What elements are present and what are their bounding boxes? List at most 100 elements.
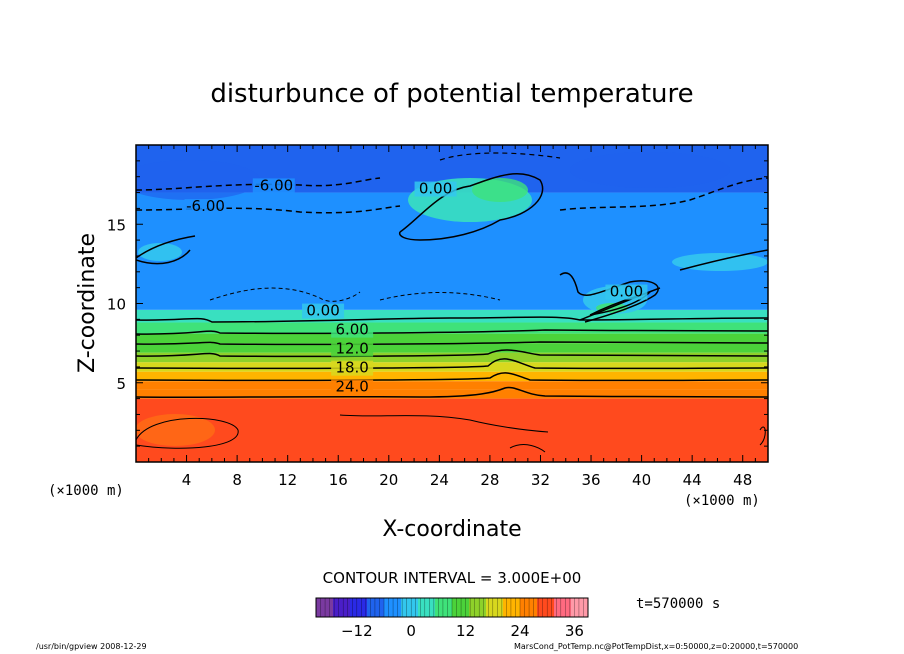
heatmap-band — [136, 343, 768, 353]
x-tick-label: 48 — [733, 471, 752, 489]
contour-label: 18.0 — [335, 359, 368, 377]
colorbar-segment — [452, 598, 470, 617]
contour-label-bg — [331, 379, 374, 395]
contour-line — [136, 417, 239, 449]
contour-interval-text: CONTOUR INTERVAL = 3.000E+00 — [323, 569, 582, 587]
y-tick-label: 10 — [107, 296, 126, 314]
contour-label-bg — [302, 303, 345, 319]
contour-line — [136, 358, 768, 370]
x-tick-label: 16 — [329, 471, 348, 489]
contour-label-bg — [331, 322, 374, 338]
colorbar-segment — [520, 598, 538, 617]
contour-label: 6.00 — [335, 321, 368, 339]
contour-label-bg — [414, 181, 457, 197]
contour-line — [209, 287, 501, 302]
contour-label: 12.0 — [335, 340, 368, 358]
x-tick-label: 20 — [379, 471, 398, 489]
x-tick-label: 36 — [581, 471, 600, 489]
heatmap-band — [136, 389, 768, 399]
contour-line — [136, 341, 768, 346]
colorbar-segment — [435, 598, 453, 617]
colorbar-tick-label: −12 — [341, 622, 373, 640]
y-axis-label: Z-coordinate — [75, 233, 100, 373]
contour-label: -6.00 — [186, 197, 225, 215]
heatmap-band — [136, 398, 768, 462]
contour-line — [559, 272, 659, 323]
colorbar-segment — [316, 598, 334, 617]
contour-label: 0.00 — [610, 283, 643, 301]
x-tick-label: 44 — [683, 471, 702, 489]
contour-label-bg — [184, 198, 227, 214]
contour-line — [559, 177, 768, 211]
warm-anomaly — [472, 178, 528, 202]
colorbar-segment — [469, 598, 487, 617]
colorbar-segment — [503, 598, 521, 617]
x-tick-label: 32 — [531, 471, 550, 489]
heatmap-band — [136, 371, 768, 382]
heatmap-band — [136, 352, 768, 363]
contour-line — [136, 329, 768, 335]
contour-label: -6.00 — [254, 176, 293, 194]
x-tick-label: 4 — [182, 471, 192, 489]
contour-line — [439, 152, 561, 161]
contour-line — [136, 372, 768, 382]
contour-label-bg — [252, 178, 295, 194]
footer-program: /usr/bin/gpview 2008-12-29 — [36, 642, 147, 651]
colorbar-tick-label: 0 — [406, 622, 416, 640]
cold-anomaly — [136, 160, 260, 200]
colorbar-tick-label: 24 — [510, 622, 529, 640]
contour-lines — [136, 152, 768, 453]
colorbar-segment — [554, 598, 572, 617]
colorbar-segment — [401, 598, 419, 617]
x-tick-label: 40 — [632, 471, 651, 489]
contour-line — [136, 177, 381, 191]
warm-anomaly — [138, 243, 182, 261]
x-tick-label: 8 — [232, 471, 242, 489]
chart-title: disturbunce of potential temperature — [210, 79, 693, 109]
x-unit-left: (×1000 m) — [48, 483, 124, 499]
contour-line — [339, 414, 549, 453]
heatmap-band — [136, 333, 768, 344]
x-tick-label: 24 — [430, 471, 449, 489]
colorbar-tick-label: 36 — [565, 622, 584, 640]
contour-label: 0.00 — [306, 302, 339, 320]
contour-label-bg — [605, 284, 648, 300]
contour-line — [136, 205, 401, 214]
y-tick-label: 15 — [107, 216, 126, 234]
contour-line — [589, 291, 651, 316]
x-axis-label: X-coordinate — [382, 517, 521, 542]
x-axis: 4 8 12 16 20 24 28 32 36 40 44 48 — [148, 145, 756, 489]
colorbar-segment — [333, 598, 351, 617]
colorbar-segment — [486, 598, 504, 617]
contour-label: 24.0 — [335, 378, 368, 396]
colorbar-segment — [367, 598, 385, 617]
contour-label: 0.00 — [419, 180, 452, 198]
x-tick-label: 28 — [480, 471, 499, 489]
heatmap-band — [136, 322, 768, 334]
y-axis: 5 10 15 — [107, 160, 768, 447]
colorbar-segment — [537, 598, 555, 617]
colorbar-frame — [315, 597, 589, 618]
y-tick-label: 5 — [116, 375, 126, 393]
contour-line — [136, 349, 768, 358]
colorbar-tick-label: 12 — [456, 622, 475, 640]
warm-anomaly — [136, 414, 215, 446]
contour-label-bg — [331, 341, 374, 357]
contour-line — [679, 249, 768, 271]
x-tick-label: 12 — [278, 471, 297, 489]
footer-source: MarsCond_PotTemp.nc@PotTempDist,x=0:5000… — [514, 642, 799, 651]
x-unit-right: (×1000 m) — [684, 493, 760, 509]
colorbar: −12 0 12 24 36 — [315, 597, 589, 640]
colorbar-segment — [418, 598, 436, 617]
contour-label-bg — [331, 360, 374, 376]
cold-anomaly — [570, 152, 730, 188]
contour-line — [759, 426, 766, 446]
heatmap-band — [136, 381, 768, 390]
colorbar-segment — [571, 598, 589, 617]
colorbar-segment — [384, 598, 402, 617]
contour-line — [136, 386, 768, 399]
time-label: t=570000 s — [636, 596, 720, 612]
colorbar-segment — [350, 598, 368, 617]
